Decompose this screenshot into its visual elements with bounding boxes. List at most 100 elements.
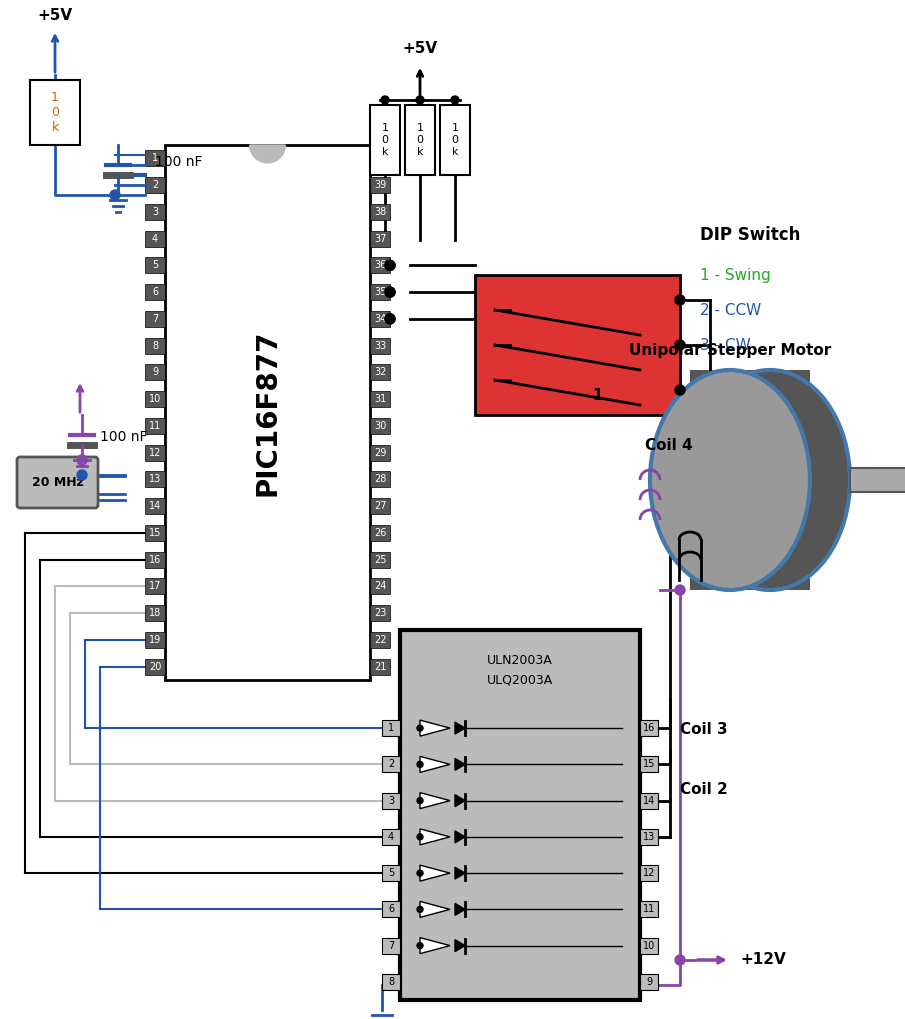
Bar xyxy=(370,105,400,175)
Text: Coil 2: Coil 2 xyxy=(680,783,728,798)
Polygon shape xyxy=(420,937,450,954)
Text: 12: 12 xyxy=(643,868,655,878)
Bar xyxy=(145,605,165,622)
Polygon shape xyxy=(455,795,465,807)
Bar xyxy=(145,337,165,354)
Text: Unipolar Stepper Motor: Unipolar Stepper Motor xyxy=(629,342,831,358)
Text: 1
0
k: 1 0 k xyxy=(416,123,424,157)
Bar xyxy=(640,937,658,954)
Text: 100 nF: 100 nF xyxy=(155,155,203,169)
Bar xyxy=(370,258,390,273)
Text: 22: 22 xyxy=(374,635,386,645)
Bar xyxy=(690,370,810,590)
Bar xyxy=(145,258,165,273)
Bar xyxy=(370,551,390,568)
Bar xyxy=(382,756,400,772)
Text: 36: 36 xyxy=(374,261,386,270)
Text: 8: 8 xyxy=(388,977,394,986)
Bar xyxy=(145,204,165,220)
Bar xyxy=(405,105,435,175)
Text: 38: 38 xyxy=(374,207,386,217)
Bar xyxy=(145,230,165,247)
Polygon shape xyxy=(455,904,465,915)
Text: 35: 35 xyxy=(374,287,386,298)
Text: 13: 13 xyxy=(149,475,161,484)
Bar xyxy=(370,605,390,622)
Text: 40: 40 xyxy=(374,154,386,163)
Text: 32: 32 xyxy=(374,368,386,377)
Circle shape xyxy=(675,585,685,595)
Bar xyxy=(382,828,400,845)
Text: 9: 9 xyxy=(152,368,158,377)
Text: 30: 30 xyxy=(374,421,386,431)
Text: 14: 14 xyxy=(149,501,161,512)
Bar xyxy=(640,828,658,845)
Bar xyxy=(145,311,165,327)
Bar xyxy=(145,177,165,194)
Polygon shape xyxy=(455,830,465,843)
Circle shape xyxy=(417,761,423,767)
Text: 10: 10 xyxy=(643,941,655,951)
Polygon shape xyxy=(455,940,465,952)
Text: ULQ2003A: ULQ2003A xyxy=(487,674,553,687)
Circle shape xyxy=(675,385,685,395)
Text: 24: 24 xyxy=(374,582,386,591)
Bar xyxy=(370,525,390,541)
Bar xyxy=(370,204,390,220)
Bar xyxy=(145,284,165,301)
Bar xyxy=(370,151,390,166)
Text: 2: 2 xyxy=(388,759,394,769)
Bar xyxy=(145,579,165,594)
Polygon shape xyxy=(420,756,450,772)
Bar xyxy=(382,793,400,809)
Text: 27: 27 xyxy=(374,501,386,512)
Circle shape xyxy=(381,96,389,104)
Bar xyxy=(382,974,400,989)
Text: 17: 17 xyxy=(148,582,161,591)
Bar xyxy=(145,658,165,675)
Text: 2: 2 xyxy=(152,180,158,191)
Text: 1
0
k: 1 0 k xyxy=(51,91,59,133)
Bar xyxy=(640,756,658,772)
Text: 14: 14 xyxy=(643,796,655,806)
Text: +5V: +5V xyxy=(403,41,437,55)
Text: 31: 31 xyxy=(374,394,386,405)
Text: 15: 15 xyxy=(643,759,655,769)
Circle shape xyxy=(77,470,87,480)
Bar xyxy=(165,145,370,680)
Bar xyxy=(370,498,390,515)
Circle shape xyxy=(416,96,424,104)
Text: 9: 9 xyxy=(646,977,653,986)
Text: PIC16F877: PIC16F877 xyxy=(253,329,281,496)
Bar xyxy=(370,337,390,354)
Text: 5: 5 xyxy=(152,261,158,270)
Bar xyxy=(30,81,80,145)
Text: 1: 1 xyxy=(593,387,604,403)
Circle shape xyxy=(675,294,685,305)
Bar xyxy=(640,974,658,989)
Polygon shape xyxy=(455,722,465,734)
Text: 37: 37 xyxy=(374,233,386,244)
Text: 15: 15 xyxy=(148,528,161,538)
Circle shape xyxy=(451,96,459,104)
Circle shape xyxy=(110,190,120,200)
Bar xyxy=(370,311,390,327)
Bar xyxy=(370,579,390,594)
Text: 19: 19 xyxy=(149,635,161,645)
Text: 1: 1 xyxy=(152,154,158,163)
Text: 13: 13 xyxy=(643,832,655,842)
Wedge shape xyxy=(250,145,285,162)
Text: 16: 16 xyxy=(149,554,161,565)
Bar xyxy=(400,630,640,1000)
Circle shape xyxy=(417,906,423,912)
Text: 11: 11 xyxy=(643,905,655,914)
Bar xyxy=(475,275,680,415)
Polygon shape xyxy=(455,867,465,879)
Text: 28: 28 xyxy=(374,475,386,484)
Polygon shape xyxy=(420,720,450,736)
Text: 7: 7 xyxy=(388,941,394,951)
Polygon shape xyxy=(420,902,450,917)
Polygon shape xyxy=(455,758,465,770)
Text: 12: 12 xyxy=(148,447,161,458)
Text: 3: 3 xyxy=(152,207,158,217)
